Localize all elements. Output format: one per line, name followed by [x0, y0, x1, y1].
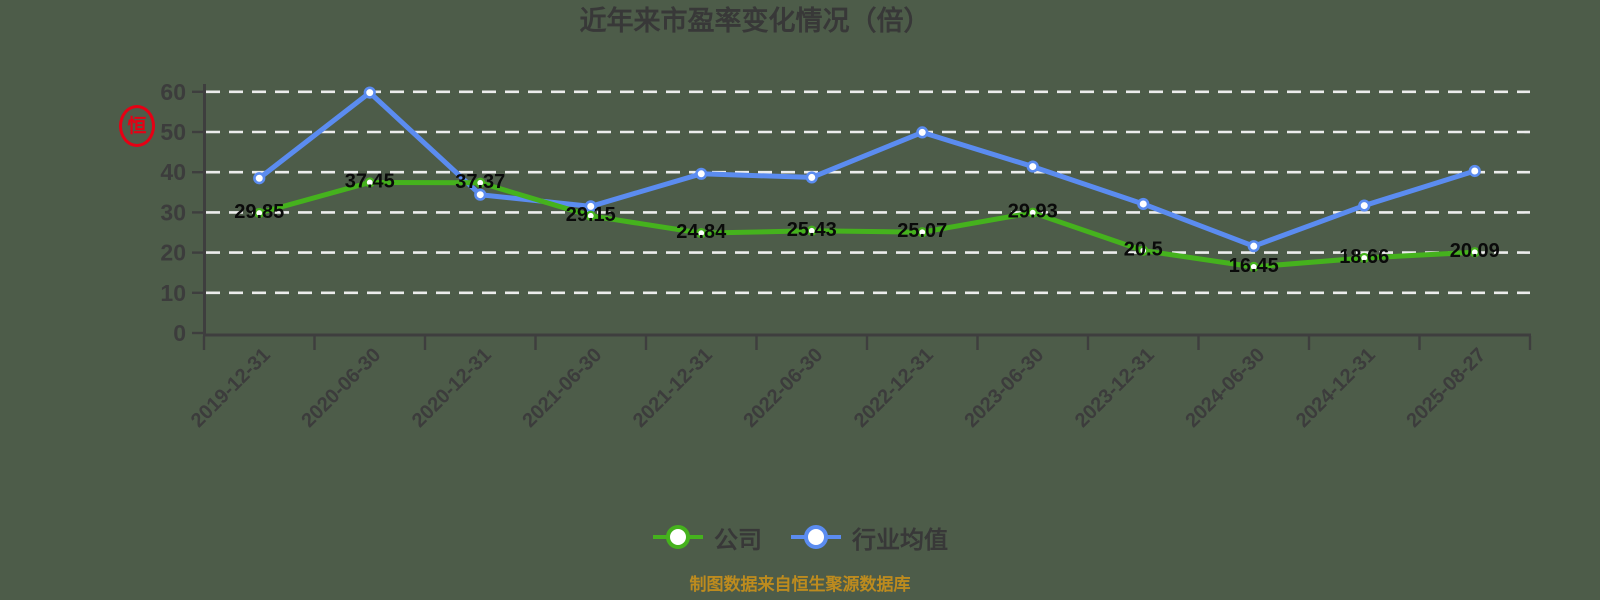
hengsheng-seal-icon: 恒	[119, 105, 155, 147]
industry-data-point	[253, 172, 266, 185]
x-axis-label: 2021-12-31	[629, 344, 717, 432]
legend-item-company[interactable]: 公司	[652, 520, 762, 555]
x-axis-label: 2022-06-30	[739, 344, 827, 432]
company-series-line	[256, 179, 1478, 270]
point-value-label: 20.5	[1124, 239, 1163, 261]
legend-label-industry: 行业均值	[852, 526, 948, 554]
x-axis-label: 2025-08-27	[1402, 344, 1490, 432]
company-data-point	[254, 207, 265, 219]
company-data-point	[1359, 252, 1370, 264]
industry-data-point	[474, 188, 487, 201]
x-axis-label: 2024-12-31	[1292, 344, 1380, 432]
point-value-label: 37.37	[455, 171, 505, 193]
x-axis-label: 2023-12-31	[1071, 344, 1159, 432]
industry-series-line	[256, 90, 1478, 249]
industry-data-point	[1358, 199, 1371, 212]
y-axis-label: 40	[160, 159, 186, 185]
x-axis-label: 2020-12-31	[408, 344, 496, 432]
x-axis-label: 2024-06-30	[1181, 344, 1269, 432]
point-value-label: 29.93	[1008, 201, 1058, 223]
industry-data-point	[695, 167, 708, 180]
legend-item-industry[interactable]: 行业均值	[790, 520, 948, 555]
point-value-label: 20.09	[1450, 240, 1500, 262]
industry-legend-marker-icon	[791, 525, 841, 549]
point-value-label: 25.43	[787, 219, 837, 241]
company-legend-marker-icon	[653, 525, 703, 549]
company-data-point	[1027, 207, 1038, 218]
point-value-label: 24.84	[676, 221, 727, 243]
industry-data-point	[916, 126, 929, 139]
industry-data-point	[1137, 197, 1150, 211]
y-axis-label: 50	[160, 119, 186, 145]
point-value-label: 16.45	[1229, 255, 1279, 277]
seal-char: 恒	[127, 115, 147, 137]
point-value-label: 37.45	[345, 170, 395, 192]
company-data-point	[1248, 261, 1259, 272]
company-data-point	[917, 227, 928, 238]
company-data-point	[475, 177, 486, 188]
company-data-point	[806, 225, 817, 236]
industry-data-point	[363, 86, 376, 99]
point-value-label: 18.66	[1339, 246, 1389, 268]
y-axis-label: 60	[160, 79, 186, 105]
x-axis-label: 2020-06-30	[297, 344, 385, 432]
legend-label-company: 公司	[714, 526, 762, 554]
x-axis-label: 2021-06-30	[518, 344, 606, 432]
x-axis-label: 2023-06-30	[960, 344, 1048, 432]
chart-legend: 公司 行业均值	[0, 518, 1600, 556]
point-value-label: 25.07	[897, 220, 947, 242]
industry-data-point	[805, 171, 818, 184]
company-data-point	[364, 177, 375, 188]
y-axis-label: 10	[160, 280, 186, 306]
y-axis-label: 20	[160, 240, 186, 266]
industry-data-point	[1468, 164, 1481, 178]
company-data-point	[585, 210, 596, 221]
y-axis-label: 30	[160, 199, 186, 225]
industry-data-point	[1247, 240, 1260, 253]
data-source-note: 制图数据来自恒生聚源数据库	[689, 575, 911, 594]
company-data-point	[1469, 247, 1480, 258]
company-data-point	[1138, 245, 1149, 256]
chart-title: 近年来市盈率变化情况（倍）	[579, 6, 931, 36]
y-axis-label: 0	[173, 320, 186, 346]
x-axis-label: 2019-12-31	[187, 344, 275, 432]
x-axis-label: 2022-12-31	[850, 344, 938, 432]
industry-data-point	[1026, 160, 1039, 173]
point-value-label: 29.85	[234, 201, 284, 223]
point-value-label: 29.15	[566, 204, 616, 226]
company-data-point	[696, 228, 707, 239]
